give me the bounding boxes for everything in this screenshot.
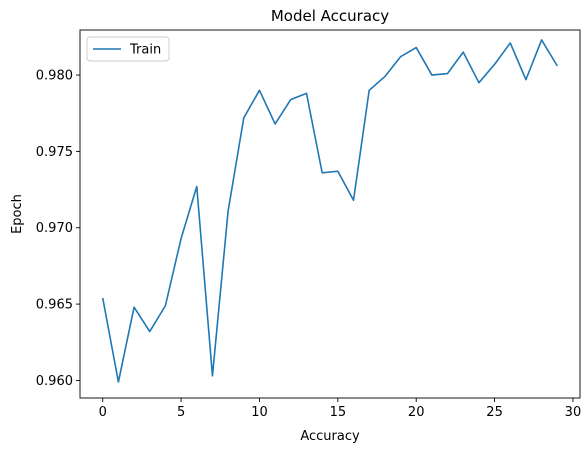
x-tick-label: 0: [99, 405, 107, 420]
y-axis-title: Epoch: [10, 194, 25, 234]
x-axis-ticks: 0 5 10 15 20 25 30: [99, 398, 582, 420]
y-tick-label: 0.975: [36, 145, 73, 160]
y-tick-label: 0.970: [36, 221, 73, 236]
plot-area: [80, 30, 580, 398]
x-axis-title: Accuracy: [300, 429, 360, 444]
y-axis-ticks: 0.960 0.965 0.970 0.975 0.980: [36, 69, 80, 389]
train-series-line: [101, 39, 558, 383]
legend-label-train: Train: [129, 43, 161, 58]
x-tick-label: 10: [251, 405, 268, 420]
x-tick-label: 15: [330, 405, 347, 420]
y-tick-label: 0.960: [36, 374, 73, 389]
chart-title: Model Accuracy: [271, 7, 389, 25]
legend-box: [86, 36, 170, 62]
x-tick-label: 5: [177, 405, 185, 420]
y-tick-label: 0.980: [36, 69, 73, 84]
x-tick-label: 25: [486, 405, 503, 420]
y-tick-label: 0.965: [36, 298, 73, 313]
x-tick-label: 20: [408, 405, 425, 420]
plot-frame: [79, 29, 581, 399]
legend: Train: [86, 36, 170, 62]
x-tick-label: 30: [565, 405, 582, 420]
